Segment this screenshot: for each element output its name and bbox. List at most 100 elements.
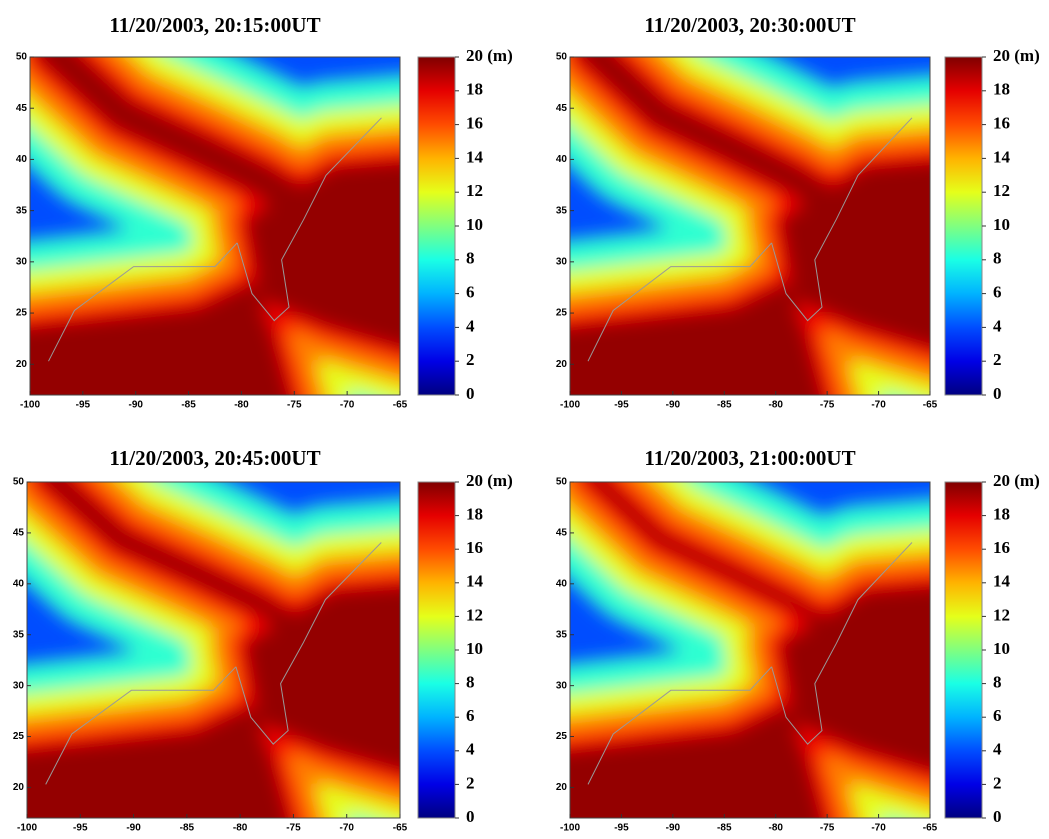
coastline bbox=[236, 117, 382, 322]
x-tick-label: -90 bbox=[666, 823, 681, 834]
x-tick-label: -75 bbox=[287, 400, 302, 411]
x-tick-label: -65 bbox=[393, 400, 408, 411]
field-band bbox=[40, 482, 314, 641]
chart-title: 11/20/2003, 21:00:00UT bbox=[644, 446, 855, 470]
colorbar-label: 8 bbox=[466, 249, 475, 268]
colorbar-label: 10 bbox=[466, 639, 483, 658]
field-layers bbox=[570, 482, 930, 818]
x-tick-label: -95 bbox=[614, 823, 629, 834]
chart-title: 11/20/2003, 20:30:00UT bbox=[644, 13, 855, 37]
field-region bbox=[243, 584, 400, 773]
colorbar-label: 0 bbox=[993, 384, 1002, 403]
y-tick-label: 30 bbox=[16, 256, 28, 267]
x-tick-label: -95 bbox=[73, 823, 88, 834]
colorbar-label: 6 bbox=[466, 283, 475, 302]
x-tick-label: -80 bbox=[233, 823, 248, 834]
y-tick-label: 25 bbox=[16, 308, 28, 319]
field-region bbox=[30, 280, 292, 395]
colorbar-label: 8 bbox=[993, 673, 1002, 692]
x-tick-label: -65 bbox=[923, 400, 938, 411]
colorbar-label: 16 bbox=[466, 114, 483, 133]
x-tick-label: -100 bbox=[20, 400, 40, 411]
y-tick-label: 20 bbox=[16, 359, 28, 370]
x-tick-label: -80 bbox=[768, 400, 783, 411]
field-region bbox=[778, 159, 930, 349]
x-tick-label: -90 bbox=[126, 823, 141, 834]
x-tick-label: -75 bbox=[286, 823, 301, 834]
x-tick-label: -70 bbox=[871, 823, 886, 834]
field-layers bbox=[570, 57, 930, 395]
colorbar-label: 8 bbox=[993, 249, 1002, 268]
y-tick-label: 25 bbox=[556, 308, 568, 319]
x-tick-label: -90 bbox=[666, 400, 681, 411]
y-tick-label: 45 bbox=[16, 103, 28, 114]
colorbar-label: 4 bbox=[993, 740, 1002, 759]
colorbar-label: 2 bbox=[466, 773, 475, 792]
y-tick-label: 35 bbox=[13, 629, 25, 640]
colorbar-label: 10 bbox=[466, 215, 483, 234]
colorbar-label: 0 bbox=[993, 807, 1002, 826]
field-region bbox=[244, 159, 400, 349]
colorbar-label: 18 bbox=[993, 80, 1010, 99]
field bbox=[570, 482, 930, 818]
colorbar-label: 2 bbox=[993, 773, 1002, 792]
y-tick-label: 40 bbox=[16, 154, 28, 165]
y-tick-label: 45 bbox=[556, 103, 568, 114]
colorbar-label: 6 bbox=[993, 706, 1002, 725]
field bbox=[27, 482, 400, 818]
y-tick-label: 50 bbox=[556, 52, 568, 63]
coastline bbox=[771, 542, 913, 745]
colorbar bbox=[417, 56, 456, 396]
y-tick-label: 40 bbox=[556, 154, 568, 165]
colorbar-label: 16 bbox=[993, 538, 1010, 557]
y-tick-label: 30 bbox=[556, 680, 568, 691]
field-region bbox=[27, 703, 291, 818]
y-tick-label: 35 bbox=[556, 205, 568, 216]
plot-frame bbox=[569, 481, 931, 819]
colorbar-label: 4 bbox=[466, 316, 475, 335]
colorbar bbox=[417, 481, 456, 819]
field bbox=[570, 57, 930, 395]
field-layers bbox=[27, 482, 400, 818]
colorbar-label: 2 bbox=[993, 350, 1002, 369]
x-tick-label: -95 bbox=[614, 400, 629, 411]
x-tick-label: -85 bbox=[181, 400, 196, 411]
colorbar-label: 4 bbox=[993, 316, 1002, 335]
colorbar-label: 12 bbox=[466, 181, 483, 200]
x-tick-label: -100 bbox=[17, 823, 37, 834]
colorbar-label: 6 bbox=[993, 283, 1002, 302]
field-region bbox=[570, 280, 825, 395]
colorbar-label: 14 bbox=[993, 147, 1011, 166]
x-tick-label: -75 bbox=[820, 823, 835, 834]
colorbar-label: 16 bbox=[993, 114, 1010, 133]
colorbar-label: 12 bbox=[993, 605, 1010, 624]
plot-frame bbox=[26, 481, 401, 819]
colorbar bbox=[944, 481, 983, 819]
y-tick-label: 20 bbox=[13, 782, 25, 793]
x-tick-label: -100 bbox=[560, 823, 580, 834]
colorbar bbox=[944, 56, 983, 396]
coastline bbox=[45, 666, 237, 785]
y-tick-label: 30 bbox=[556, 256, 568, 267]
colorbar-label: 20 (m) bbox=[993, 471, 1040, 490]
field bbox=[30, 57, 400, 395]
y-tick-label: 50 bbox=[13, 477, 25, 488]
y-tick-label: 50 bbox=[556, 477, 568, 488]
colorbar-label: 8 bbox=[466, 673, 475, 692]
y-tick-label: 50 bbox=[16, 52, 28, 63]
x-tick-label: -65 bbox=[393, 823, 408, 834]
y-tick-label: 40 bbox=[13, 578, 25, 589]
x-tick-label: -70 bbox=[340, 400, 355, 411]
colorbar-label: 14 bbox=[466, 572, 484, 591]
y-tick-label: 20 bbox=[556, 359, 568, 370]
field-band bbox=[578, 57, 852, 221]
plot-frame bbox=[29, 56, 401, 396]
field-band bbox=[588, 482, 844, 637]
colorbar-label: 6 bbox=[466, 706, 475, 725]
x-tick-label: -75 bbox=[820, 400, 835, 411]
chart-title: 11/20/2003, 20:15:00UT bbox=[109, 13, 320, 37]
colorbar-label: 16 bbox=[466, 538, 483, 557]
coastline bbox=[587, 666, 772, 785]
field-band bbox=[36, 57, 321, 223]
